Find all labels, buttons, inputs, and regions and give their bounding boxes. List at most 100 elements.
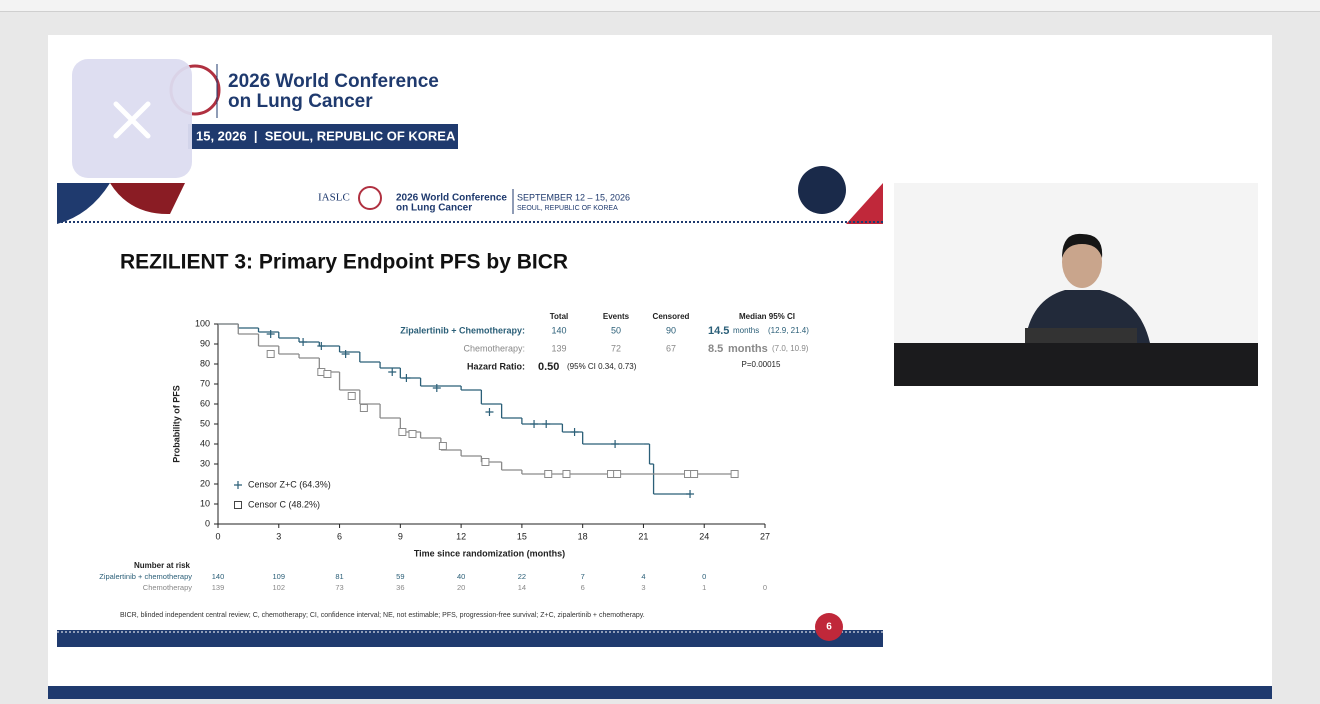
censor-mark	[388, 368, 397, 376]
risk-value: 0	[702, 572, 706, 581]
legend-label: Censor C (48.2%)	[248, 499, 320, 509]
footnote: BICR, blinded independent central review…	[120, 612, 645, 619]
censor-mark	[408, 430, 417, 438]
slide	[57, 183, 883, 647]
censor-mark	[485, 408, 494, 416]
x-tick-label: 6	[337, 531, 342, 541]
stats-cell: 50	[611, 325, 621, 335]
risk-value: 81	[335, 572, 343, 581]
censor-mark	[266, 350, 275, 358]
censor-mark	[686, 490, 695, 498]
risk-title: Number at risk	[134, 561, 191, 570]
censor-mark	[317, 342, 326, 350]
hazard-label: Hazard Ratio:	[467, 361, 525, 371]
stats-cell: 140	[551, 325, 566, 335]
x-tick-label: 3	[276, 531, 281, 541]
censor-mark	[323, 370, 332, 378]
risk-label: Zipalertinib + chemotherapy	[99, 572, 192, 581]
y-tick-label: 60	[200, 398, 210, 408]
slide-conf: on Lung Cancer	[396, 203, 472, 214]
stats-label: Zipalertinib + Chemotherapy:	[400, 325, 525, 335]
slide-logo	[358, 186, 382, 210]
stats-cell: 72	[611, 343, 621, 353]
laptop	[1025, 328, 1137, 343]
stats-ci: (7.0, 10.9)	[772, 344, 809, 353]
risk-value: 1	[702, 583, 706, 592]
stats-header: Events	[603, 312, 630, 321]
podium	[894, 343, 1258, 386]
y-tick-label: 20	[200, 478, 210, 488]
censor-mark	[562, 470, 571, 478]
x-tick-label: 12	[456, 531, 466, 541]
y-tick-label: 90	[200, 338, 210, 348]
risk-value: 6	[581, 583, 585, 592]
stats-header: Censored	[653, 312, 690, 321]
risk-value: 59	[396, 572, 404, 581]
censor-mark	[438, 442, 447, 450]
censor-mark	[690, 470, 699, 478]
censor-mark	[402, 374, 411, 382]
stats-label: Chemotherapy:	[463, 343, 525, 353]
y-tick-label: 50	[200, 418, 210, 428]
y-tick-label: 0	[205, 518, 210, 528]
stats-unit: months	[728, 343, 768, 355]
stats-median: 8.5	[708, 343, 723, 355]
y-axis-label: Probability of PFS	[171, 385, 181, 463]
censor-mark	[530, 420, 539, 428]
stats-header: Median 95% CI	[739, 312, 795, 321]
slide-footer	[57, 630, 883, 647]
header-title: 2026 World Conference	[228, 71, 439, 92]
x-tick-label: 24	[699, 531, 709, 541]
slide-title: REZILIENT 3: Primary Endpoint PFS by BIC…	[120, 251, 568, 274]
risk-value: 40	[457, 572, 465, 581]
y-tick-label: 10	[200, 498, 210, 508]
risk-value: 22	[518, 572, 526, 581]
risk-value: 36	[396, 583, 404, 592]
slide-conf: 2026 World Conference	[396, 193, 507, 204]
p-value: P=0.00015	[742, 360, 781, 369]
close-icon[interactable]	[113, 101, 151, 139]
legend-marker	[234, 481, 242, 489]
censor-mark	[266, 330, 275, 338]
risk-value: 3	[641, 583, 645, 592]
stats-header: Total	[550, 312, 569, 321]
slide-dates: SEPTEMBER 12 – 15, 2026	[517, 192, 630, 202]
risk-value: 140	[212, 572, 225, 581]
risk-value: 0	[763, 583, 767, 592]
risk-value: 20	[457, 583, 465, 592]
slide-corner	[57, 183, 110, 224]
top-bar	[0, 0, 1320, 11]
header-banner	[188, 124, 458, 149]
stats-ci: (12.9, 21.4)	[768, 326, 809, 335]
risk-value: 7	[581, 572, 585, 581]
risk-value: 4	[641, 572, 645, 581]
page-number: 6	[826, 622, 832, 633]
x-tick-label: 9	[398, 531, 403, 541]
stats-median: 14.5	[708, 325, 729, 337]
y-tick-label: 100	[195, 318, 210, 328]
censor-mark	[299, 338, 308, 346]
slide-corner	[798, 166, 846, 214]
risk-value: 73	[335, 583, 343, 592]
risk-value: 102	[273, 583, 286, 592]
stage-footer	[48, 686, 1272, 699]
censor-mark	[570, 428, 579, 436]
censor-mark	[730, 470, 739, 478]
risk-value: 139	[212, 583, 225, 592]
x-tick-label: 0	[215, 531, 220, 541]
y-tick-label: 80	[200, 358, 210, 368]
header-banner-text: 15, 2026 | SEOUL, REPUBLIC OF KOREA	[196, 128, 456, 143]
censor-mark	[542, 420, 551, 428]
risk-value: 109	[273, 572, 286, 581]
legend-marker	[234, 501, 242, 509]
speaker-hair	[1062, 233, 1103, 258]
header-title: on Lung Cancer	[228, 91, 373, 112]
censor-mark	[611, 440, 620, 448]
x-tick-label: 21	[638, 531, 648, 541]
org-name: IASLC	[318, 192, 350, 204]
slide-corner	[110, 183, 185, 215]
x-axis-label: Time since randomization (months)	[414, 548, 565, 558]
